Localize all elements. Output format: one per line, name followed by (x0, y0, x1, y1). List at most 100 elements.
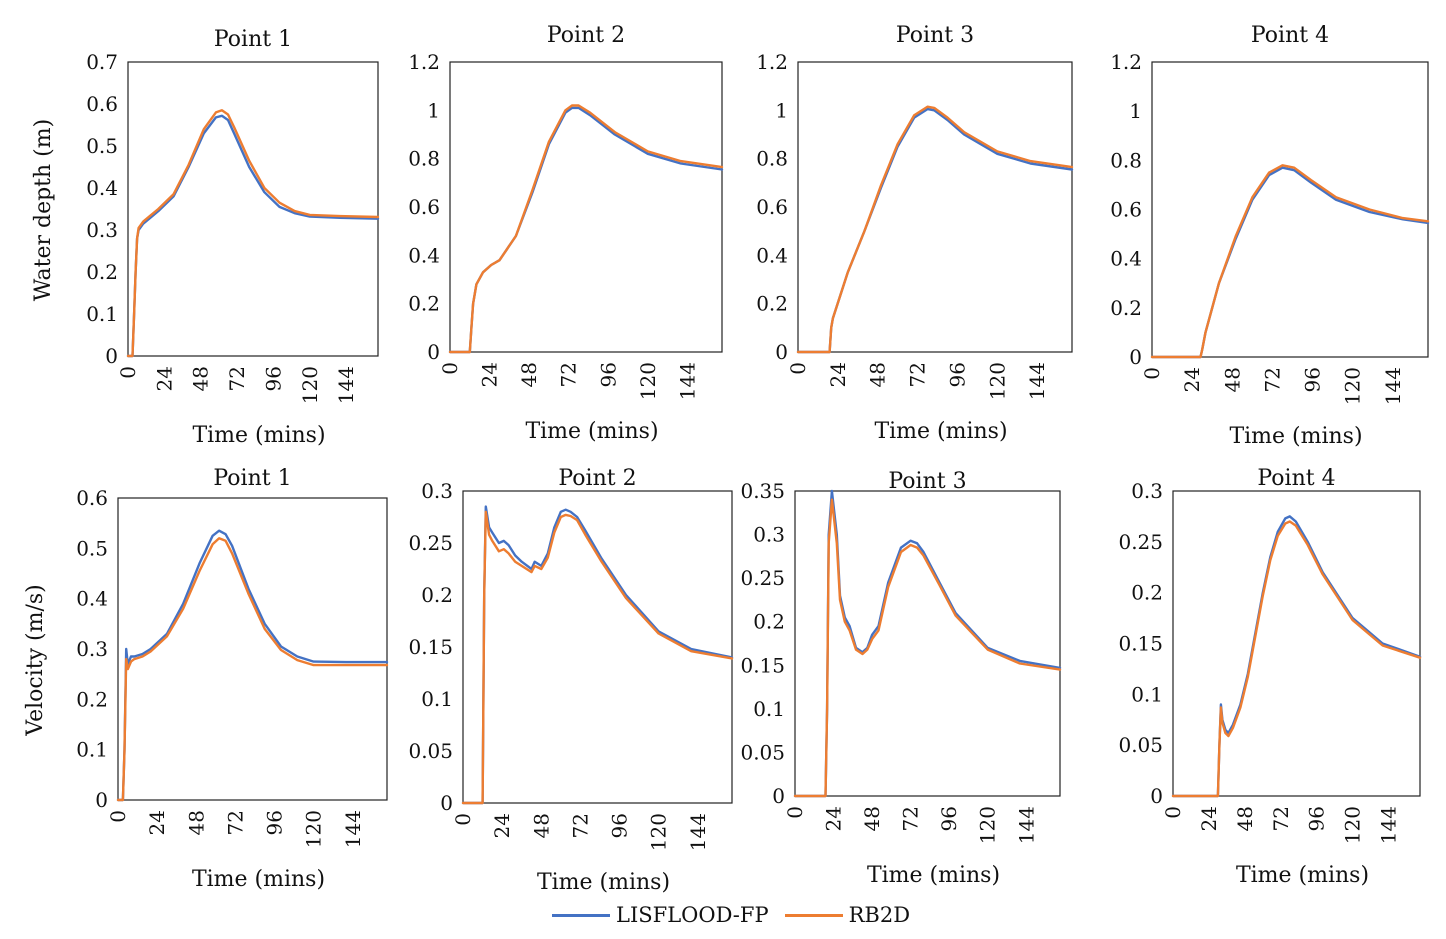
series-line-rb2d (126, 109, 380, 358)
series-line-lisflood (1150, 166, 1430, 359)
y-tick-label: 0.2 (1131, 581, 1163, 605)
y-tick-label: 0.2 (408, 292, 440, 316)
y-tick-label: 0.3 (1131, 479, 1163, 503)
y-tick-label: 1.2 (756, 50, 788, 74)
row-label-velocity: Velocity (m/s) (23, 584, 48, 737)
x-tick-label: 72 (225, 366, 249, 391)
plot-frame (117, 497, 388, 801)
x-tick-label: 120 (647, 813, 671, 851)
x-tick-label: 144 (334, 366, 358, 404)
panel-6: Point 2 0 0.05 0.1 0.15 0.2 0.25 0.3 0 24 48 72 96 12… (408, 466, 734, 895)
series-line-rb2d (793, 498, 1062, 798)
plot-frame (462, 490, 733, 804)
y-tick-label: 0.4 (408, 243, 440, 267)
panel-3: Point 3 0 0.2 0.4 0.6 0.8 1 1.2 0 24 48 72 96 120 144 T… (756, 23, 1074, 444)
y-tick-label: 0.35 (740, 479, 785, 503)
y-tick-label: 0.1 (421, 687, 453, 711)
x-tick-label: 144 (341, 810, 365, 848)
x-tick-label: 0 (116, 366, 140, 379)
x-tick-label: 48 (1220, 367, 1244, 392)
x-tick-label: 24 (826, 362, 850, 387)
panel-title: Point 2 (558, 466, 636, 491)
y-tick-label: 0.3 (86, 218, 118, 242)
legend: LISFLOOD-FP RB2D (552, 898, 918, 932)
series-line-rb2d (796, 105, 1074, 354)
y-tick-label: 0 (772, 784, 785, 808)
legend-item-rb2d: RB2D (784, 903, 910, 927)
panel-5: Point 1 0 0.1 0.2 0.3 0.4 0.5 0.6 0 24 48 72 96 120 14… (76, 466, 389, 892)
y-tick-label: 0.6 (1110, 198, 1142, 222)
x-tick-label: 72 (906, 362, 930, 387)
row-label-water-depth: Water depth (m) (31, 119, 56, 301)
x-tick-label: 48 (860, 806, 884, 831)
panel-title: Point 4 (1251, 23, 1329, 48)
x-tick-label: 0 (1140, 367, 1164, 380)
x-tick-label: 24 (1197, 806, 1221, 831)
panel-4: Point 4 0 0.2 0.4 0.6 0.8 1 1.2 0 24 48 72 96 120 144 T… (1110, 23, 1430, 449)
x-tick-label: 144 (1014, 806, 1038, 844)
panel-title: Point 1 (214, 27, 292, 52)
x-tick-label: 0 (1161, 806, 1185, 819)
x-tick-label: 24 (478, 362, 502, 387)
y-tick-label: 0.25 (408, 531, 453, 555)
x-axis-title: Time (mins) (1229, 424, 1362, 449)
y-tick-label: 0.15 (740, 653, 785, 677)
y-tick-label: 0.6 (76, 486, 108, 510)
plot-frame (449, 61, 723, 353)
y-tick-label: 0.6 (756, 195, 788, 219)
x-tick-label: 72 (223, 810, 247, 835)
x-tick-label: 96 (263, 810, 287, 835)
x-tick-label: 24 (145, 810, 169, 835)
y-tick-label: 0.4 (1110, 247, 1142, 271)
y-tick-label: 0.25 (1118, 530, 1163, 554)
y-tick-label: 1 (775, 98, 788, 122)
y-tick-label: 0.7 (86, 50, 118, 74)
y-tick-label: 0.15 (1118, 632, 1163, 656)
plot-frame (1151, 61, 1429, 358)
panel-1: Point 1 0 0.1 0.2 0.3 0.4 0.5 0.6 0.7 0 24 48 72 96 12… (86, 27, 380, 448)
x-tick-label: 144 (675, 362, 699, 400)
x-tick-label: 48 (1233, 806, 1257, 831)
x-tick-label: 0 (106, 810, 130, 823)
panel-title: Point 1 (213, 466, 291, 491)
x-tick-label: 48 (866, 362, 890, 387)
y-tick-label: 0.8 (756, 147, 788, 171)
y-tick-label: 0 (95, 788, 108, 812)
x-tick-label: 48 (189, 366, 213, 391)
panel-7: Point 3 0 0.05 0.1 0.15 0.2 0.25 0.3 0.35 0 24 48 72… (740, 469, 1062, 888)
plot-frame (1172, 490, 1421, 797)
y-tick-label: 0.25 (740, 566, 785, 590)
x-tick-label: 0 (438, 362, 462, 375)
y-tick-label: 0.8 (408, 147, 440, 171)
y-tick-label: 0.05 (740, 740, 785, 764)
y-tick-label: 0.8 (1110, 148, 1142, 172)
x-tick-label: 120 (1341, 806, 1365, 844)
series-line-lisflood (448, 106, 724, 354)
y-tick-label: 0.5 (76, 536, 108, 560)
y-tick-label: 0.05 (408, 739, 453, 763)
x-axis-title: Time (mins) (537, 870, 670, 895)
x-tick-label: 96 (945, 362, 969, 387)
x-tick-label: 0 (451, 813, 475, 826)
y-tick-label: 0 (775, 340, 788, 364)
x-tick-label: 48 (529, 813, 553, 838)
x-tick-label: 72 (568, 813, 592, 838)
x-tick-label: 96 (1301, 367, 1325, 392)
panel-title: Point 3 (896, 23, 974, 48)
x-tick-label: 0 (786, 362, 810, 375)
x-tick-label: 96 (261, 366, 285, 391)
x-tick-label: 24 (490, 813, 514, 838)
plot-frame (797, 61, 1073, 353)
y-tick-label: 1 (427, 98, 440, 122)
y-tick-label: 0.15 (408, 635, 453, 659)
series-line-rb2d (461, 510, 734, 805)
x-axis-title: Time (mins) (874, 419, 1007, 444)
x-axis-title: Time (mins) (867, 863, 1000, 888)
x-tick-label: 120 (298, 366, 322, 404)
y-tick-label: 1.2 (408, 50, 440, 74)
legend-swatch-lisflood (552, 913, 610, 917)
y-tick-label: 1.2 (1110, 50, 1142, 74)
x-axis-title: Time (mins) (1236, 863, 1369, 888)
y-tick-label: 0 (1129, 345, 1142, 369)
series-line-rb2d (116, 537, 389, 802)
